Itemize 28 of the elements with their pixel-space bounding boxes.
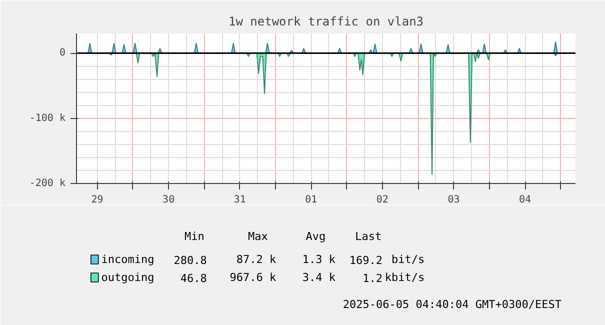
- text: Last: [355, 230, 382, 243]
- text: Avg: [306, 230, 326, 243]
- legend-label: incoming: [101, 253, 154, 266]
- x-tick-label: 02: [376, 194, 388, 206]
- text: 1.3 k: [302, 253, 336, 266]
- x-tick-label: 04: [518, 194, 532, 206]
- chart-title: 1w network traffic on vlan3: [228, 14, 424, 28]
- text: Max: [248, 230, 268, 243]
- text: kbit/s: [384, 271, 425, 284]
- y-tick-label: -100 k: [29, 112, 66, 124]
- x-tick-label: 03: [448, 194, 460, 206]
- text: 2025-06-05 04:40:04 GMT+0300/EEST: [342, 298, 562, 311]
- text: 87.2 k: [236, 253, 276, 266]
- x-tick-label: 29: [91, 194, 104, 206]
- legend-label: outgoing: [101, 271, 154, 284]
- x-tick-label: 31: [234, 194, 246, 206]
- text: 3.4 k: [302, 271, 336, 284]
- x-tick-label: 30: [162, 194, 175, 206]
- text: bit/s: [391, 253, 425, 266]
- x-tick-label: 01: [305, 194, 318, 206]
- text: 46.8: [180, 272, 207, 285]
- text: Min: [184, 230, 204, 243]
- text: 1.2: [362, 272, 383, 285]
- text: 280.8: [174, 254, 207, 267]
- y-tick-label: -200 k: [29, 178, 66, 189]
- text: 967.6 k: [230, 271, 276, 284]
- text: 169.2: [349, 254, 383, 267]
- y-tick-label: 0: [59, 48, 66, 59]
